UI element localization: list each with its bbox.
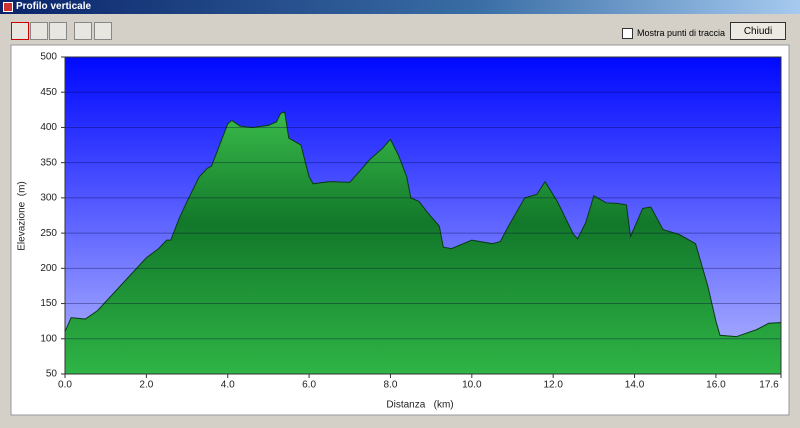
tool-button[interactable] <box>11 22 29 40</box>
window-title: Profilo verticale <box>16 1 92 12</box>
zoom-in-button[interactable] <box>74 22 92 40</box>
x-axis-label: Distanza (km) <box>386 400 453 411</box>
tool-button[interactable] <box>49 22 67 40</box>
plot-frame <box>64 56 782 375</box>
title-bar: Profilo verticale <box>0 0 800 14</box>
y-tick-label: 350 <box>40 157 57 168</box>
y-tick-label: 150 <box>40 298 57 309</box>
x-tick-label: 17.6 <box>759 380 779 391</box>
y-tick-label: 250 <box>40 228 57 239</box>
tool-button[interactable] <box>30 22 48 40</box>
x-tick-label: 16.0 <box>706 380 726 391</box>
close-button[interactable]: Chiudi <box>730 22 786 40</box>
y-tick-label: 100 <box>40 333 57 344</box>
x-tick-label: 14.0 <box>625 380 645 391</box>
x-tick-label: 0.0 <box>58 380 72 391</box>
y-tick-label: 300 <box>40 193 57 204</box>
x-tick-label: 10.0 <box>462 380 482 391</box>
x-tick-label: 2.0 <box>139 380 153 391</box>
y-tick-label: 400 <box>40 122 57 133</box>
elevation-area <box>64 111 782 375</box>
x-tick-label: 12.0 <box>543 380 563 391</box>
x-tick-label: 6.0 <box>302 380 316 391</box>
checkbox-label: Mostra punti di traccia <box>637 28 726 38</box>
zoom-out-button[interactable] <box>94 22 112 40</box>
y-axis-label: Elevazione (m) <box>17 181 28 250</box>
y-tick-label: 50 <box>46 369 58 380</box>
y-tick-label: 500 <box>40 52 57 63</box>
x-tick-label: 8.0 <box>384 380 398 391</box>
checkbox[interactable]: Mostra punti di traccia <box>622 28 726 40</box>
x-tick-label: 4.0 <box>221 380 235 391</box>
y-tick-label: 200 <box>40 263 57 274</box>
y-tick-label: 450 <box>40 87 57 98</box>
